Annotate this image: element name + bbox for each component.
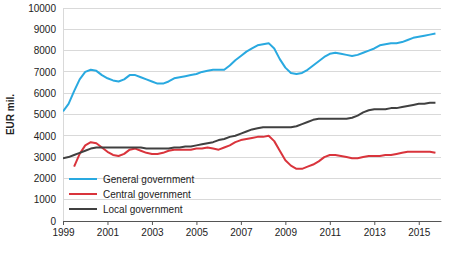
x-tick: 2015 — [408, 221, 431, 238]
y-tick: 7000 — [34, 67, 63, 78]
plot-area — [63, 34, 435, 169]
x-tick: 1999 — [52, 221, 75, 238]
legend-label: General government — [103, 174, 194, 185]
legend-swatch — [69, 208, 97, 210]
x-tick: 2009 — [275, 221, 298, 238]
legend-label: Central government — [103, 189, 191, 200]
x-tick-label: 2005 — [186, 227, 209, 238]
y-tick: 1000 — [34, 194, 63, 205]
grid — [63, 8, 441, 221]
grid-line — [63, 157, 441, 158]
y-tick-label: 9000 — [34, 24, 57, 35]
x-axis: 1999 2001 2003 2005 2007 2009 2011 2013 2015 — [52, 221, 441, 238]
x-tick-mark — [419, 221, 420, 225]
y-tick-label: 1000 — [34, 194, 57, 205]
y-tick-label: 10000 — [28, 3, 56, 14]
y-tick-label: 0 — [50, 216, 56, 227]
y-tick-label: 6000 — [34, 88, 57, 99]
x-tick-label: 2001 — [97, 227, 120, 238]
legend-item: Local government — [69, 204, 183, 215]
y-tick-label: 3000 — [34, 152, 57, 163]
x-tick-mark — [285, 221, 286, 225]
y-axis-title: EUR mil. — [5, 94, 16, 135]
legend-item: Central government — [69, 189, 191, 200]
grid-line — [63, 114, 441, 115]
chart: 0 1000 2000 3000 4000 5000 6000 7000 8000 9000 100… — [0, 0, 454, 253]
y-tick: 4000 — [34, 131, 63, 142]
x-axis-line — [64, 221, 442, 222]
legend: General government Central government Loca… — [69, 174, 194, 215]
y-axis: 0 1000 2000 3000 4000 5000 6000 7000 8000 9000 100… — [28, 3, 63, 227]
legend-label: Local government — [103, 204, 183, 215]
x-tick-label: 2009 — [275, 227, 298, 238]
x-tick: 2001 — [97, 221, 120, 238]
y-tick: 10000 — [28, 3, 63, 14]
x-tick-label: 2011 — [320, 227, 342, 238]
x-tick-mark — [330, 221, 331, 225]
x-tick: 2003 — [141, 221, 164, 238]
x-tick-label: 2007 — [230, 227, 253, 238]
y-tick: 8000 — [34, 45, 63, 56]
x-tick-label: 1999 — [52, 227, 75, 238]
y-tick-label: 2000 — [34, 173, 57, 184]
x-tick-label: 2003 — [141, 227, 164, 238]
x-tick-mark — [152, 221, 153, 225]
x-tick-mark — [107, 221, 108, 225]
series-line — [63, 34, 435, 112]
series-line — [63, 103, 435, 158]
x-tick: 2011 — [320, 221, 342, 238]
y-tick: 0 — [50, 216, 63, 227]
grid-line — [63, 8, 441, 9]
y-tick: 5000 — [34, 109, 63, 120]
y-tick: 2000 — [34, 173, 63, 184]
legend-swatch — [69, 178, 97, 180]
grid-line — [63, 221, 441, 222]
grid-line — [63, 135, 441, 136]
legend-item: General government — [69, 174, 194, 185]
y-axis-line — [63, 9, 64, 222]
x-tick: 2013 — [364, 221, 387, 238]
x-tick-mark — [196, 221, 197, 225]
y-tick: 3000 — [34, 152, 63, 163]
x-tick-mark — [241, 221, 242, 225]
x-tick-label: 2013 — [364, 227, 387, 238]
x-tick: 2007 — [230, 221, 253, 238]
y-tick-label: 7000 — [34, 67, 57, 78]
legend-swatch — [69, 193, 97, 195]
x-tick: 2005 — [186, 221, 209, 238]
y-tick: 6000 — [34, 88, 63, 99]
x-tick-mark — [63, 221, 64, 225]
y-tick-label: 8000 — [34, 45, 57, 56]
y-tick: 9000 — [34, 24, 63, 35]
y-tick-label: 4000 — [34, 131, 57, 142]
x-tick-mark — [374, 221, 375, 225]
series-line — [74, 136, 435, 169]
grid-line — [63, 93, 441, 94]
x-tick-label: 2015 — [408, 227, 431, 238]
grid-line — [63, 29, 441, 30]
y-tick-label: 5000 — [34, 109, 57, 120]
grid-line — [63, 50, 441, 51]
grid-line — [63, 71, 441, 72]
